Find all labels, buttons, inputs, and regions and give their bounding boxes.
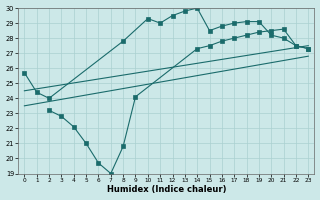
X-axis label: Humidex (Indice chaleur): Humidex (Indice chaleur) [107, 185, 226, 194]
